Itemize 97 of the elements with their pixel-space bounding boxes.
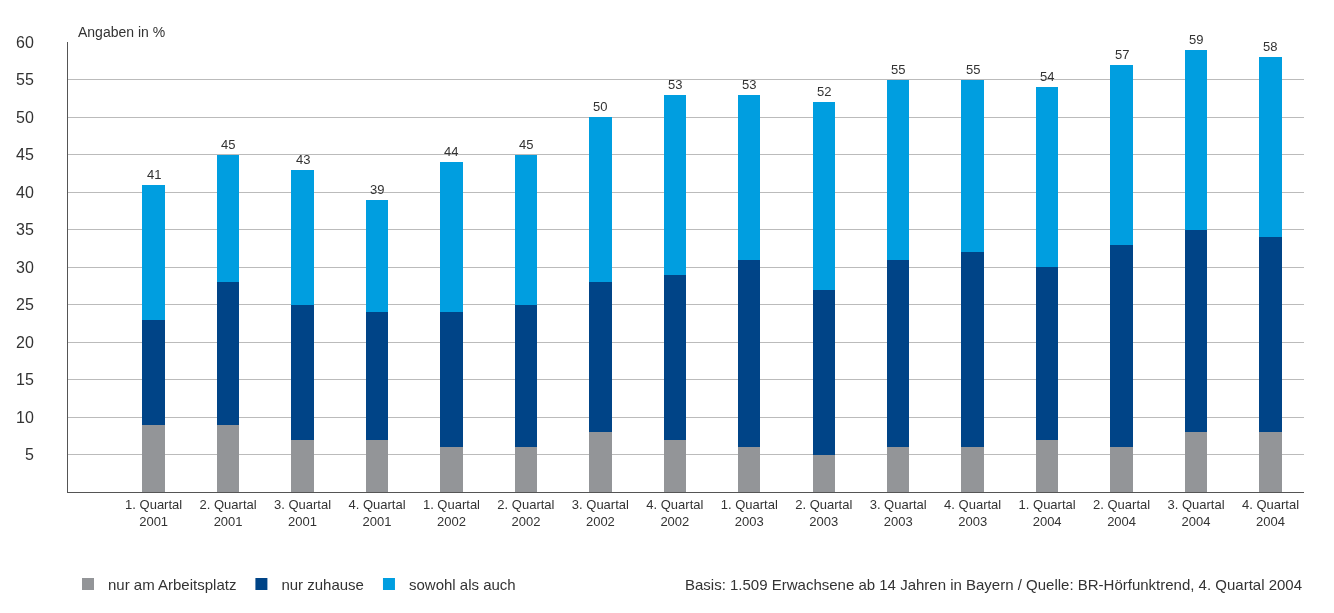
y-axis-title: Angaben in % — [78, 24, 166, 40]
bar — [1184, 432, 1208, 492]
bar — [514, 447, 538, 492]
bar — [440, 162, 463, 312]
bar — [812, 454, 835, 492]
bar — [365, 199, 389, 312]
bar — [738, 447, 761, 492]
x-tick-label: 4. Quartal 2002 — [646, 496, 704, 529]
total-label: 55 — [966, 62, 981, 77]
bar — [961, 79, 984, 252]
y-tick-label: 30 — [16, 258, 34, 276]
x-tick-label: 2. Quartal 2003 — [795, 496, 853, 529]
bar — [961, 252, 984, 447]
bar — [1184, 229, 1208, 432]
bar — [738, 94, 761, 260]
bar — [142, 184, 165, 320]
y-tick-label: 40 — [16, 183, 34, 201]
x-tick-label: 1. Quartal 2002 — [422, 496, 481, 529]
total-label: 44 — [444, 144, 459, 159]
x-tick-label: 2. Quartal 2004 — [1093, 496, 1151, 529]
bar — [589, 282, 612, 432]
bar — [216, 282, 240, 425]
bar — [1035, 439, 1059, 492]
x-tick-label: 2. Quartal 2001 — [199, 496, 257, 529]
x-tick-label: 3. Quartal 2001 — [273, 496, 332, 529]
bar — [1259, 57, 1282, 237]
y-tick-label: 15 — [16, 371, 34, 389]
total-label: 45 — [519, 137, 534, 152]
bar — [1035, 267, 1059, 440]
bar — [291, 169, 314, 305]
bar — [887, 447, 910, 492]
bar — [1259, 432, 1282, 492]
bar — [291, 304, 314, 440]
bar — [142, 319, 165, 425]
y-tick-label: 60 — [16, 33, 34, 51]
bar — [514, 304, 538, 447]
total-label: 59 — [1189, 32, 1204, 47]
bar — [738, 259, 761, 447]
x-tick-label: 4. Quartal 2004 — [1241, 496, 1300, 529]
total-label: 43 — [296, 152, 311, 167]
y-tick-label: 35 — [16, 221, 34, 239]
bar — [216, 424, 240, 492]
total-label: 50 — [593, 99, 608, 114]
total-label: 57 — [1115, 47, 1130, 62]
y-tick-label: 25 — [16, 296, 34, 314]
total-label: 54 — [1040, 69, 1055, 84]
x-tick-label: 3. Quartal 2004 — [1167, 496, 1225, 529]
bar — [514, 154, 538, 305]
bar — [440, 447, 463, 492]
total-label: 53 — [742, 77, 757, 92]
x-tick-label: 1. Quartal 2001 — [125, 496, 183, 529]
bar — [1110, 244, 1133, 447]
legend-label: sowohl als auch — [408, 575, 516, 593]
bar — [812, 102, 835, 290]
x-tick-label: 4. Quartal 2003 — [944, 496, 1002, 529]
y-tick-label: 10 — [16, 408, 34, 426]
x-tick-label: 1. Quartal 2004 — [1018, 496, 1076, 529]
total-label: 58 — [1263, 39, 1278, 54]
bar — [887, 79, 910, 260]
bar — [663, 94, 686, 275]
bar — [365, 312, 389, 440]
total-label: 52 — [817, 84, 832, 99]
bar — [291, 439, 314, 492]
bar — [1110, 64, 1133, 245]
total-label: 39 — [370, 182, 385, 197]
bar — [589, 117, 612, 282]
bar — [142, 424, 165, 492]
x-tick-label: 1. Quartal 2003 — [720, 496, 778, 529]
x-tick-label: 4. Quartal 2001 — [348, 496, 406, 529]
x-tick-label: 3. Quartal 2003 — [869, 496, 927, 529]
bar — [663, 274, 686, 440]
bar — [1184, 49, 1208, 230]
bar — [589, 432, 612, 492]
bar — [216, 154, 240, 282]
y-tick-label: 50 — [16, 108, 34, 126]
text: Basis: 1.509 Erwachsene ab 14 Jahren in Bayern / Quelle: BR-Hörfunktrend, 4. Quartal 2004 — [685, 576, 1303, 593]
legend-label: nur am Arbeitsplatz — [108, 575, 237, 593]
y-tick-label: 20 — [16, 333, 34, 351]
bar — [365, 439, 389, 492]
bar — [812, 289, 835, 455]
y-tick-label: 5 — [24, 446, 34, 464]
y-tick-label: 45 — [16, 146, 34, 164]
bar — [1259, 237, 1282, 432]
x-tick-label: 2. Quartal 2002 — [497, 496, 555, 529]
bar — [1035, 87, 1059, 267]
bar — [961, 447, 984, 492]
total-label: 45 — [221, 137, 236, 152]
legend-label: nur zuhause — [281, 575, 364, 593]
total-label: 53 — [668, 77, 683, 92]
x-tick-label: 3. Quartal 2002 — [571, 496, 630, 529]
bar — [887, 259, 910, 447]
bar — [1110, 447, 1133, 492]
total-label: 41 — [147, 167, 162, 182]
bar — [663, 439, 686, 492]
total-label: 55 — [891, 62, 906, 77]
bar — [440, 312, 463, 447]
y-tick-label: 55 — [16, 71, 34, 89]
